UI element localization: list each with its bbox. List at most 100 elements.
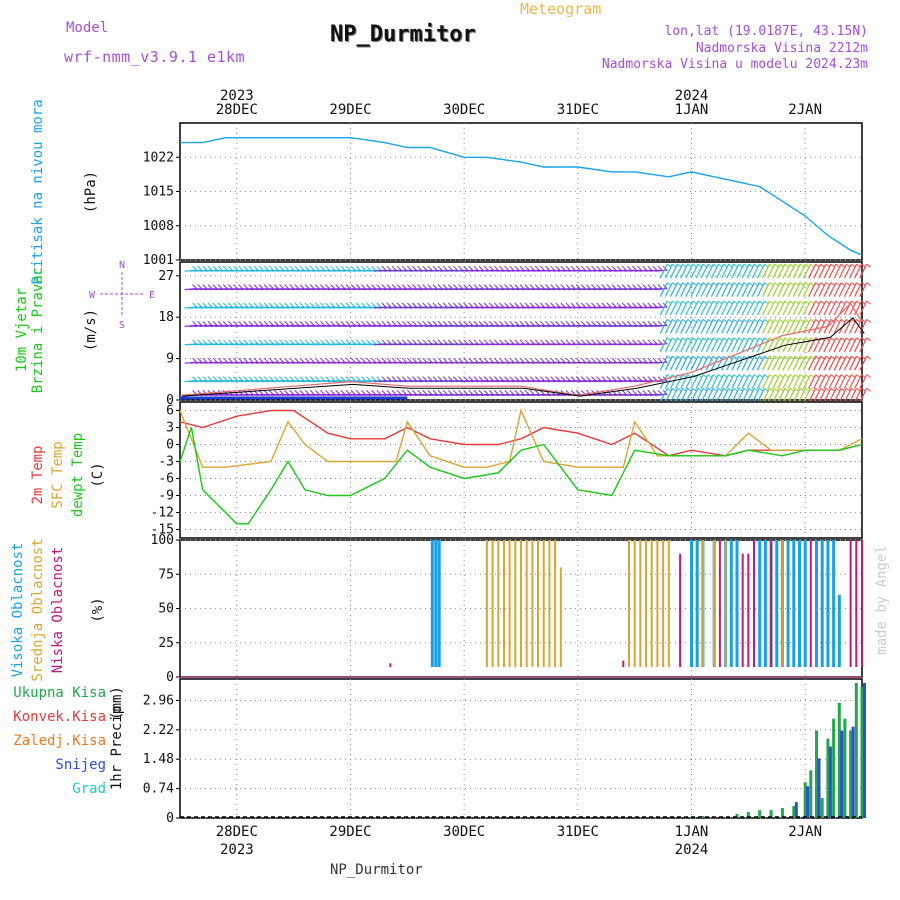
wind-barb: [299, 321, 305, 326]
wind-barb: [751, 337, 760, 353]
temperature-tick-label: -9: [158, 489, 174, 504]
wind-barb: [550, 339, 555, 345]
cloud-bar-high_cloud: [735, 540, 739, 667]
wind-barb: [685, 355, 694, 371]
wind-barb: [478, 339, 484, 345]
wind-barb: [859, 355, 868, 371]
wind-barb: [309, 376, 315, 381]
cloud-bar-high_cloud: [695, 540, 699, 667]
temperature-tick-label: 3: [166, 421, 174, 436]
cloud-bar-mid_cloud: [662, 540, 665, 667]
wind-barb: [202, 376, 208, 381]
wind-barb: [458, 321, 463, 326]
wind-barb: [726, 388, 735, 403]
wind-barb: [509, 376, 515, 381]
wind-barb: [458, 357, 463, 363]
wind-barb: [268, 321, 274, 326]
wind-barb: [289, 357, 295, 363]
wind-barb: [813, 263, 822, 279]
wind-barb: [675, 388, 684, 403]
precip-legend-item: Konvek.Kisa: [13, 709, 106, 725]
bottom-day-label: 28DEC: [216, 824, 258, 840]
cloud-bar-high_cloud: [792, 540, 796, 667]
wind-barb: [320, 265, 325, 271]
cloud-bar-mid_cloud: [559, 567, 562, 667]
wind-barb: [669, 337, 679, 353]
wind-barb: [233, 357, 238, 363]
wind-barb: [710, 388, 719, 403]
wind-barb: [664, 319, 673, 334]
wind-barb: [710, 282, 719, 297]
wind-barb: [540, 376, 545, 381]
wind-barb: [320, 321, 325, 326]
wind-barb: [695, 319, 704, 334]
wind-barb: [731, 319, 740, 334]
wind-barb: [192, 321, 197, 326]
wind-barb: [432, 339, 438, 345]
wind-barb: [866, 387, 872, 392]
wind-barb: [591, 357, 596, 363]
wind-barb: [596, 339, 601, 345]
wind-barb: [560, 357, 566, 363]
wind-barb: [726, 263, 735, 279]
temperature-tick-label: 0: [166, 438, 174, 453]
wind-speed-line: [179, 302, 863, 397]
precip-bar-total_precip: [780, 808, 784, 818]
wind-barb: [207, 302, 213, 308]
cloud-bar-mid_cloud: [514, 540, 517, 667]
wind-barb: [866, 263, 872, 268]
wind-barb: [802, 374, 811, 389]
wind-barb: [637, 284, 642, 289]
wind-barb: [792, 355, 801, 371]
top-day-label: 2JAN: [788, 102, 822, 118]
wind-barb: [652, 390, 658, 395]
wind-barb: [468, 357, 474, 363]
wind-barb: [529, 302, 535, 308]
wind-barb: [772, 263, 781, 279]
cloud-bar-mid_cloud: [713, 540, 716, 667]
wind-barb: [202, 284, 208, 289]
wind-barb: [637, 321, 642, 326]
wind-barb: [284, 390, 289, 395]
wind-barb: [647, 390, 653, 395]
wind-barb: [376, 265, 382, 271]
wind-barb: [746, 374, 755, 389]
wind-barb: [258, 357, 264, 363]
wind-barb: [596, 302, 601, 308]
wind-barb: [545, 284, 550, 289]
wind-barb: [802, 388, 811, 403]
wind-barb: [808, 319, 817, 334]
wind-barb: [767, 300, 776, 316]
wind-ylabel-1: 10m Vjetar: [14, 288, 30, 372]
wind-barb: [655, 324, 668, 327]
wind-barb: [555, 376, 561, 381]
pressure-unit: (hPa): [83, 171, 99, 213]
wind-barb: [335, 376, 341, 381]
wind-barb: [621, 376, 627, 381]
precip-bar-total_precip: [820, 798, 824, 818]
model-label: Model: [66, 20, 109, 36]
wind-barb: [721, 355, 730, 371]
wind-barb: [350, 284, 356, 289]
wind-barb: [222, 376, 228, 381]
wind-barb: [642, 357, 648, 363]
wind-barb: [447, 339, 453, 345]
wind-barb: [519, 284, 525, 289]
precip-bar-total_precip: [701, 816, 705, 818]
precip-bar-snow: [806, 786, 810, 818]
wind-barb: [762, 337, 771, 353]
wind-barb: [685, 319, 694, 334]
wind-barb: [705, 337, 714, 353]
wind-barb: [833, 319, 842, 334]
wind-barb: [545, 302, 550, 308]
wind-barb: [233, 265, 238, 271]
wind-barb: [396, 357, 402, 363]
wind-barb: [407, 339, 412, 345]
wind-barb: [509, 390, 515, 395]
wind-barb: [233, 376, 238, 381]
wind-barb: [243, 284, 249, 289]
wind-barb: [304, 265, 310, 271]
wind-barb: [330, 376, 336, 381]
wind-barb: [675, 319, 684, 334]
